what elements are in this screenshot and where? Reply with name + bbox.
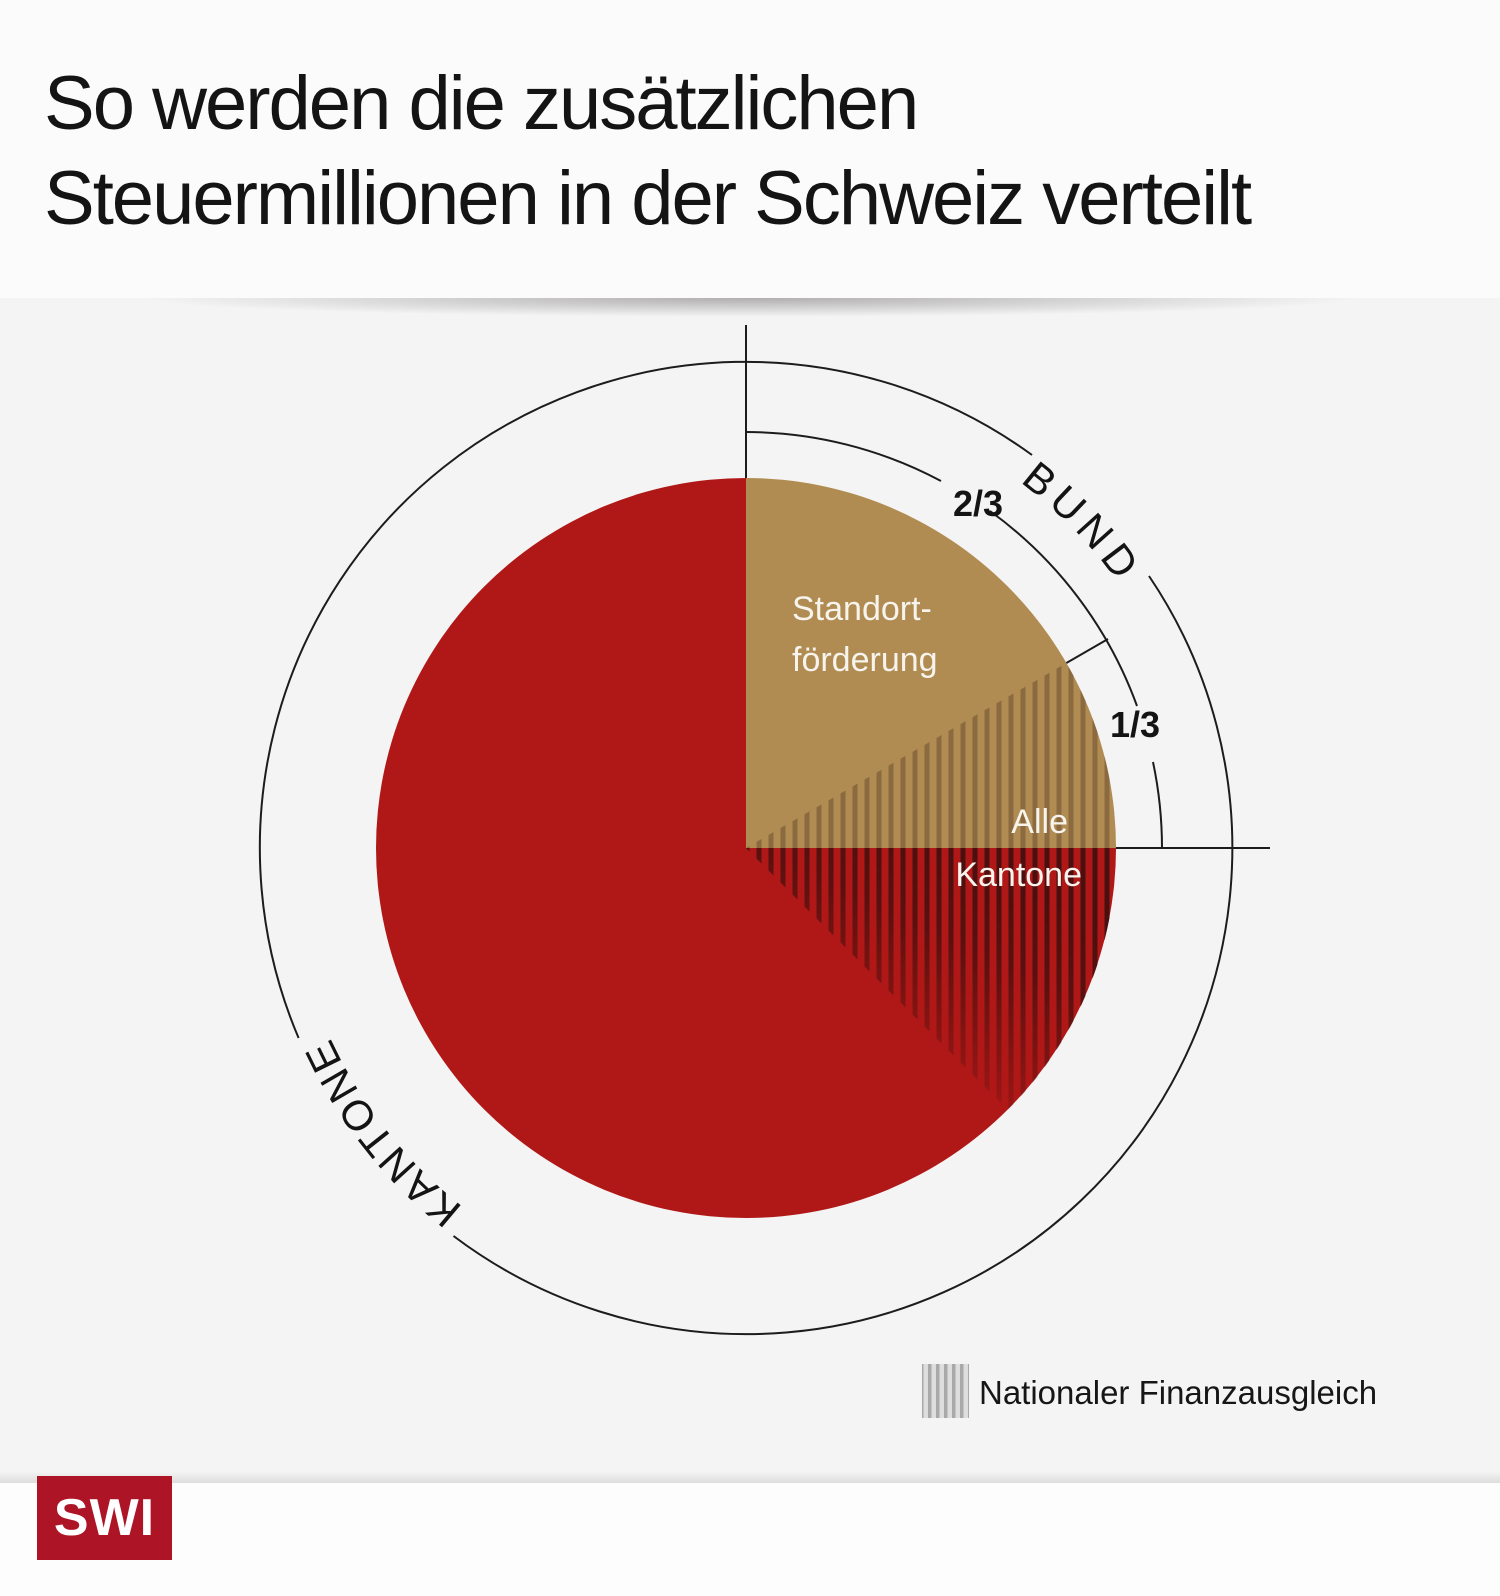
footer-section — [0, 1483, 1500, 1596]
hatch-overlay-bund-third — [746, 663, 1116, 848]
legend-label: Nationaler Finanzausgleich — [979, 1374, 1377, 1411]
tick-label-one-third: 1/3 — [1110, 704, 1160, 745]
outer-ring-arc-right — [452, 575, 1234, 1336]
header-section — [0, 0, 1500, 298]
ring-label-kantone: KANTONE — [295, 1032, 467, 1237]
ring-label-bund-text: BUND — [1014, 452, 1152, 592]
swi-logo: SWI — [37, 1476, 172, 1560]
label-alle-kantone-line2: Kantone — [955, 856, 1082, 894]
ring-label-bund: BUND — [1014, 452, 1145, 592]
bund-inner-arc-segment-3 — [1152, 761, 1163, 849]
label-alle-kantone-line1: Alle — [1011, 803, 1068, 841]
swi-logo-text: SWI — [53, 1489, 156, 1547]
page-title: So werden die zusätzlichen Steuermillion… — [44, 56, 1464, 246]
page-title-line1: So werden die zusätzlichen — [44, 61, 919, 146]
page-title-line2: Steuermillionen in der Schweiz verteilt — [44, 156, 1252, 241]
legend-swatch-hatch — [922, 1364, 969, 1418]
label-standortfoerderung-line2: förderung — [792, 641, 938, 679]
hatch-overlay-kantone-fade — [746, 848, 1117, 1110]
ring-label-kantone-text: KANTONE — [295, 1032, 469, 1237]
bund-inner-arc-segment-2 — [989, 510, 1138, 707]
label-standortfoerderung-line1: Standort- — [792, 590, 932, 628]
tick-two-thirds-boundary — [1065, 638, 1109, 664]
guide-lines — [258, 325, 1270, 1336]
outer-ring-arc-left — [258, 360, 1033, 1039]
legend: Nationaler Finanzausgleich — [922, 1364, 1377, 1418]
bund-inner-arc-segment-1 — [745, 431, 942, 482]
tick-label-two-thirds: 2/3 — [953, 483, 1003, 524]
